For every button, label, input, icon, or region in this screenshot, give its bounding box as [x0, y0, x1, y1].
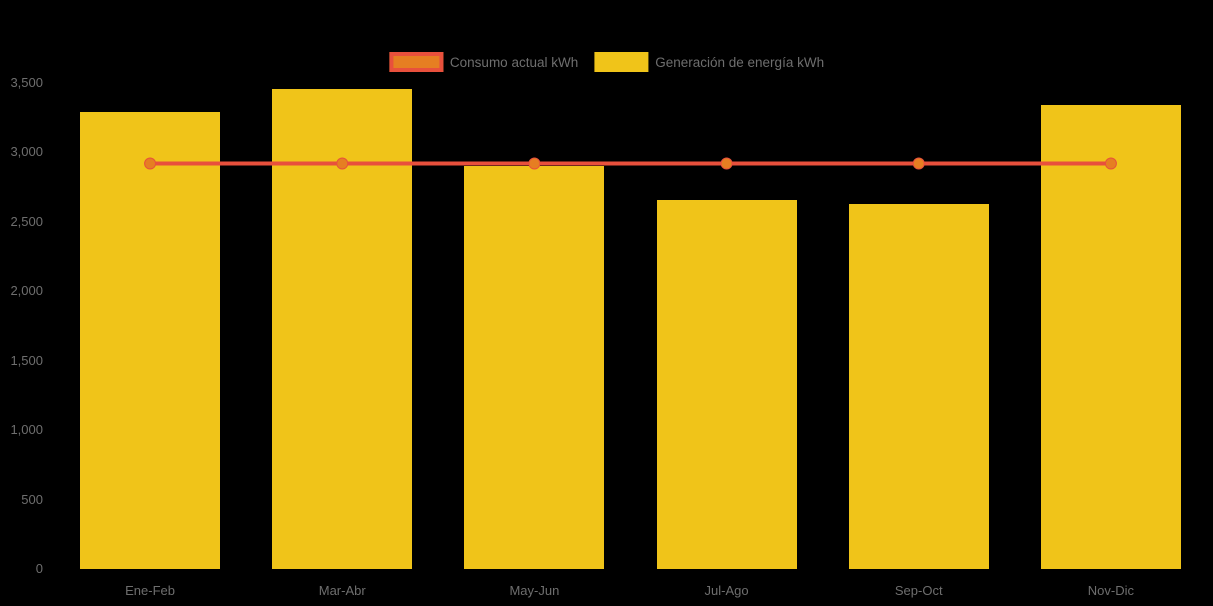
legend-item-generacion-energia[interactable]: Generación de energía kWh [594, 52, 824, 72]
x-axis-label-jul-ago: Jul-Ago [704, 583, 749, 598]
line-point-mar-abr[interactable] [336, 157, 349, 170]
y-axis-tick-label-500: 500 [21, 491, 43, 507]
bar-jul-ago[interactable] [656, 199, 797, 569]
bar-ene-feb[interactable] [80, 112, 221, 569]
y-axis-tick-label-3-000: 3,000 [10, 144, 43, 160]
y-axis-tick-label-1-500: 1,500 [10, 352, 43, 368]
x-axis-label-nov-dic: Nov-Dic [1087, 583, 1135, 598]
line-point-may-jun[interactable] [528, 157, 541, 170]
y-axis-tick-label-2-500: 2,500 [10, 213, 43, 229]
line-series-swatch-icon [388, 52, 443, 72]
y-axis-tick-label-1-000: 1,000 [10, 422, 43, 438]
line-point-jul-ago[interactable] [720, 157, 733, 170]
bar-sep-oct[interactable] [848, 203, 989, 569]
legend-label-generacion-energia: Generación de energía kWh [655, 54, 825, 70]
y-axis-tick-label-2-000: 2,000 [10, 283, 43, 299]
bar-may-jun[interactable] [464, 166, 605, 569]
y-axis-tick-label-0: 0 [35, 561, 43, 576]
x-axis-label-ene-feb: Ene-Feb [125, 583, 176, 598]
bar-series-swatch-icon [594, 52, 649, 72]
legend-item-consumo-actual[interactable]: Consumo actual kWh [388, 52, 579, 72]
line-point-nov-dic[interactable] [1104, 157, 1117, 170]
y-axis-tick-label-3-500: 3,500 [10, 75, 43, 90]
x-axis-label-mar-abr: Mar-Abr [318, 583, 366, 598]
bar-nov-dic[interactable] [1040, 105, 1181, 569]
line-point-sep-oct[interactable] [912, 157, 925, 170]
x-axis-label-sep-oct: Sep-Oct [894, 583, 943, 598]
x-axis-label-may-jun: May-Jun [509, 583, 560, 598]
line-point-ene-feb[interactable] [144, 157, 157, 170]
legend-label-consumo-actual: Consumo actual kWh [449, 54, 579, 70]
chart-legend: Consumo actual kWh Generación de energía… [388, 52, 824, 72]
